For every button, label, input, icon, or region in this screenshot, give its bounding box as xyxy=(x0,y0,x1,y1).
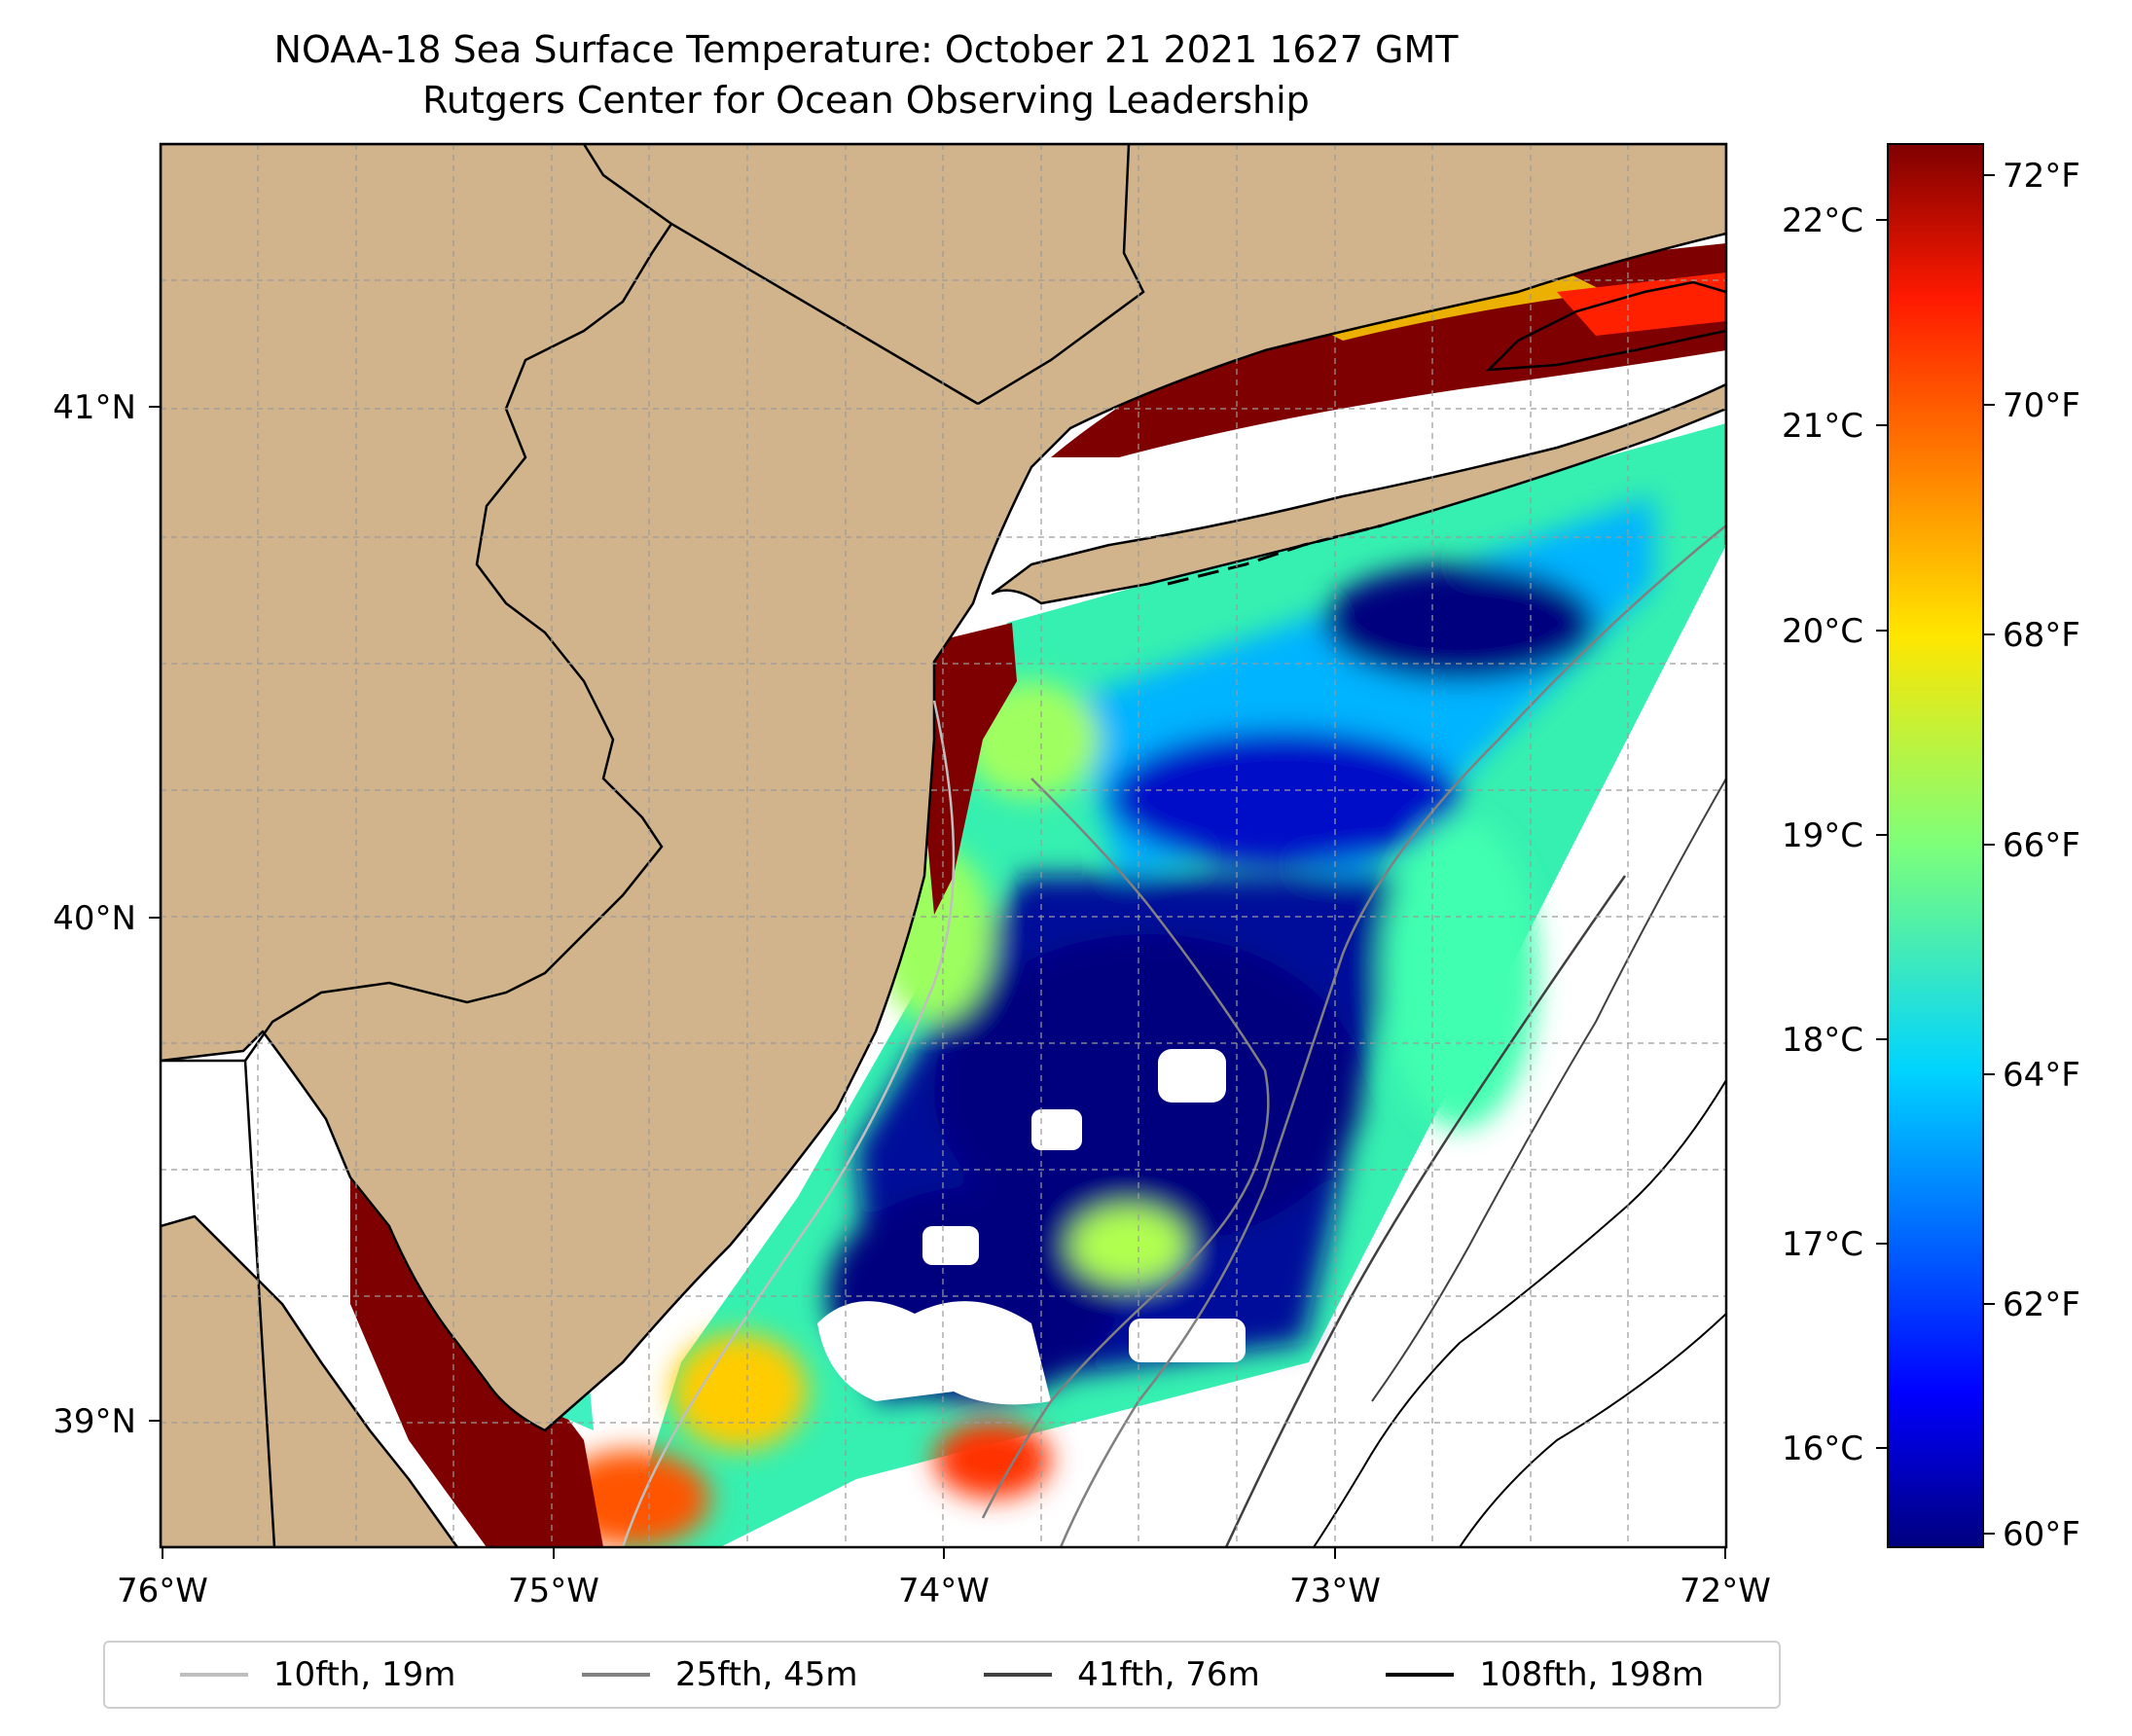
legend-line-108fth xyxy=(1386,1673,1455,1677)
lon-labels: 76°W 75°W 74°W 73°W 72°W xyxy=(117,1572,1771,1610)
lon-label-76w: 76°W xyxy=(117,1572,208,1610)
ct-coast xyxy=(1485,280,1726,545)
colorbar: 22°C 21°C 20°C 19°C 18°C 17°C 16°C 72°F … xyxy=(1782,143,2080,1554)
cbar-f-66: 66°F xyxy=(2003,826,2080,865)
cbar-c-19: 19°C xyxy=(1782,816,1863,855)
legend-label-41fth: 41fth, 76m xyxy=(1077,1655,1260,1694)
colorbar-gradient xyxy=(1887,143,1984,1548)
cbar-f-72: 72°F xyxy=(2003,157,2080,196)
cbar-c-18: 18°C xyxy=(1782,1021,1863,1060)
cbar-c-21: 21°C xyxy=(1782,407,1863,446)
cbar-f-68: 68°F xyxy=(2003,616,2080,655)
raritan-bay-sst xyxy=(851,623,1017,915)
legend-label-25fth: 25fth, 45m xyxy=(675,1655,858,1694)
cbar-c-17: 17°C xyxy=(1782,1225,1863,1264)
legend-item-41fth: 41fth, 76m xyxy=(984,1655,1260,1694)
legend-item-108fth: 108fth, 198m xyxy=(1386,1655,1704,1694)
lat-label-40n: 40°N xyxy=(53,899,136,938)
lat-label-39n: 39°N xyxy=(53,1402,136,1441)
lat-label-41n: 41°N xyxy=(53,388,136,427)
cbar-c-22: 22°C xyxy=(1782,201,1863,240)
legend-line-10fth xyxy=(179,1673,248,1677)
isobath-legend: 10fth, 19m 25fth, 45m 41fth, 76m 108fth,… xyxy=(103,1641,1781,1709)
legend-item-10fth: 10fth, 19m xyxy=(179,1655,456,1694)
legend-line-41fth xyxy=(984,1673,1053,1677)
legend-label-108fth: 108fth, 198m xyxy=(1479,1655,1705,1694)
legend-label-10fth: 10fth, 19m xyxy=(272,1655,456,1694)
cbar-f-62: 62°F xyxy=(2003,1285,2080,1324)
map-title: NOAA-18 Sea Surface Temperature: October… xyxy=(273,28,1459,71)
lon-label-75w: 75°W xyxy=(508,1572,599,1610)
state-borders xyxy=(161,144,1145,1547)
cbar-c-16: 16°C xyxy=(1782,1429,1863,1468)
lat-labels: 41°N 40°N 39°N xyxy=(53,388,136,1441)
gridlines xyxy=(161,144,1726,1547)
lon-label-73w: 73°W xyxy=(1289,1572,1381,1610)
map-subtitle: Rutgers Center for Ocean Observing Leade… xyxy=(422,79,1310,122)
cbar-f-64: 64°F xyxy=(2003,1056,2080,1095)
cbar-f-60: 60°F xyxy=(2003,1515,2080,1554)
axis-ticks xyxy=(149,406,1726,1559)
legend-line-25fth xyxy=(582,1673,650,1677)
lon-label-72w: 72°W xyxy=(1680,1572,1771,1610)
cbar-c-20: 20°C xyxy=(1782,612,1863,651)
map-area xyxy=(161,144,1726,1547)
lon-label-74w: 74°W xyxy=(898,1572,990,1610)
cbar-f-70: 70°F xyxy=(2003,386,2080,425)
legend-item-25fth: 25fth, 45m xyxy=(582,1655,858,1694)
